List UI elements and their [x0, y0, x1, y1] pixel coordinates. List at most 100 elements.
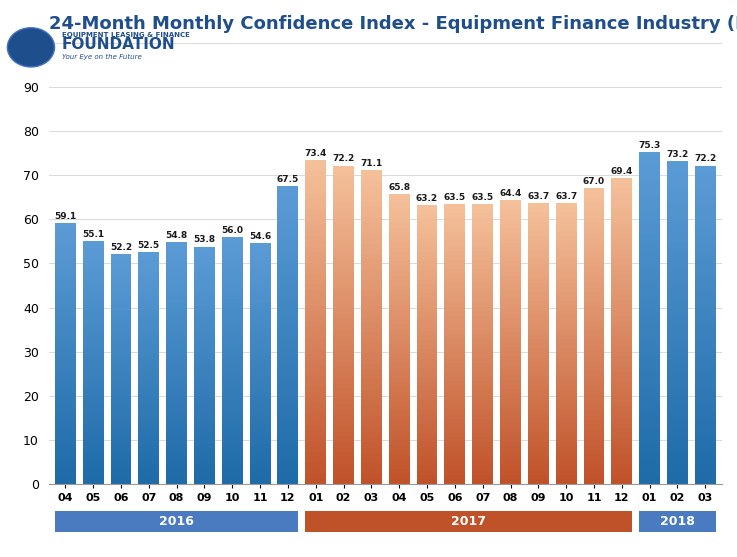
Bar [556, 344, 576, 348]
Bar [500, 422, 521, 427]
Bar [55, 397, 76, 402]
Bar [194, 428, 215, 433]
Bar [277, 345, 298, 350]
Bar [612, 438, 632, 443]
Bar [584, 375, 604, 380]
Bar [389, 402, 410, 407]
Bar [250, 304, 270, 307]
Bar [389, 470, 410, 475]
Bar [556, 334, 576, 339]
Bar [444, 321, 465, 325]
Bar [584, 247, 604, 252]
Bar [528, 381, 549, 385]
Bar [667, 306, 688, 312]
Bar [361, 291, 382, 296]
Text: 2018: 2018 [660, 515, 695, 528]
Bar [695, 251, 716, 256]
Bar [444, 306, 465, 311]
Bar [416, 228, 438, 233]
Bar [83, 452, 104, 456]
Bar [139, 287, 159, 291]
Bar [416, 317, 438, 321]
Bar [612, 255, 632, 260]
Bar [695, 309, 716, 314]
Bar [83, 415, 104, 419]
Bar [139, 384, 159, 388]
Bar [639, 379, 660, 384]
Bar [305, 295, 326, 301]
Bar [333, 182, 354, 187]
Bar [472, 297, 493, 302]
Bar [55, 236, 76, 241]
Bar [222, 410, 242, 414]
Bar [361, 400, 382, 405]
Bar [166, 335, 187, 339]
Bar [639, 279, 660, 285]
Bar [556, 428, 576, 432]
Bar [528, 217, 549, 222]
Bar [695, 282, 716, 287]
Bar [166, 291, 187, 295]
Bar [333, 378, 354, 383]
Bar [416, 284, 438, 289]
Bar [111, 369, 131, 373]
Bar [166, 375, 187, 379]
Bar [361, 463, 382, 468]
Bar [361, 353, 382, 359]
Bar [416, 335, 438, 340]
Bar [139, 322, 159, 326]
Bar [584, 331, 604, 336]
Bar [584, 351, 604, 356]
Bar [333, 421, 354, 426]
Bar [361, 249, 382, 254]
Bar [111, 461, 131, 465]
Bar [277, 444, 298, 449]
Bar [389, 387, 410, 392]
Bar [55, 384, 76, 388]
Bar [389, 252, 410, 257]
Bar [139, 426, 159, 430]
Bar [194, 286, 215, 290]
Bar [639, 412, 660, 418]
Bar [139, 376, 159, 380]
Bar [55, 449, 76, 453]
Bar [139, 388, 159, 392]
Bar [695, 171, 716, 176]
Bar [83, 314, 104, 318]
Bar [500, 266, 521, 271]
Bar [194, 365, 215, 369]
Bar [166, 255, 187, 258]
Bar [333, 218, 354, 224]
Bar [556, 250, 576, 255]
Bar [416, 466, 438, 470]
Bar [444, 241, 465, 246]
Bar [83, 342, 104, 346]
Bar [277, 434, 298, 439]
Bar [277, 350, 298, 355]
Bar [639, 190, 660, 196]
Bar [612, 423, 632, 428]
Bar [639, 168, 660, 174]
Bar [556, 311, 576, 315]
Bar [695, 351, 716, 356]
Bar [194, 373, 215, 377]
Bar [55, 453, 76, 458]
Bar [389, 334, 410, 339]
Bar [695, 362, 716, 367]
Bar [667, 274, 688, 280]
Bar [416, 214, 438, 219]
Bar [111, 257, 131, 261]
Bar [639, 174, 660, 179]
Bar [250, 460, 270, 464]
Bar [612, 321, 632, 326]
Bar [584, 474, 604, 479]
Bar [695, 457, 716, 463]
Bar [584, 257, 604, 262]
Bar [83, 249, 104, 253]
Bar [111, 384, 131, 388]
Bar [584, 321, 604, 326]
Bar [584, 385, 604, 390]
Bar [556, 390, 576, 395]
Bar [500, 238, 521, 242]
Bar [333, 388, 354, 394]
